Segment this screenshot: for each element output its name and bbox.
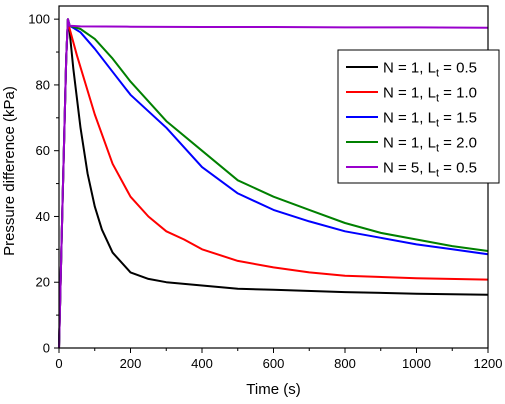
x-tick-label: 800 <box>334 356 356 371</box>
x-tick-label: 0 <box>55 356 62 371</box>
legend: N = 1, Lt = 0.5 N = 1, Lt = 1.0 N = 1, Lt … <box>337 49 500 184</box>
y-tick-label: 40 <box>36 209 50 224</box>
x-tick-label: 400 <box>191 356 213 371</box>
plot-lines <box>58 18 489 349</box>
series-line-5 <box>58 18 489 349</box>
legend-label-2: N = 1, Lt = 1.0 <box>383 85 477 105</box>
legend-label-1: N = 1, Lt = 0.5 <box>383 60 477 80</box>
y-tick-label: 20 <box>36 275 50 290</box>
x-tick-label: 200 <box>120 356 142 371</box>
x-tick-label: 600 <box>263 356 285 371</box>
legend-label-5: N = 5, Lt = 0.5 <box>383 160 477 180</box>
y-axis-label: Pressure difference (kPa) <box>1 86 18 256</box>
y-tick-label: 0 <box>43 341 50 356</box>
legend-label-4: N = 1, Lt = 2.0 <box>383 135 477 155</box>
y-tick-label: 60 <box>36 143 50 158</box>
x-tick-label: 1000 <box>402 356 431 371</box>
y-tick-label: 80 <box>36 77 50 92</box>
y-tick-label: 100 <box>28 12 50 27</box>
y-axis: 0 20 40 60 80 100 <box>28 12 59 356</box>
x-tick-label: 1200 <box>474 356 503 371</box>
x-axis-label: Time (s) <box>246 381 300 398</box>
legend-label-3: N = 1, Lt = 1.5 <box>383 110 477 130</box>
x-axis: 0 200 400 600 800 1000 1200 <box>55 348 502 371</box>
